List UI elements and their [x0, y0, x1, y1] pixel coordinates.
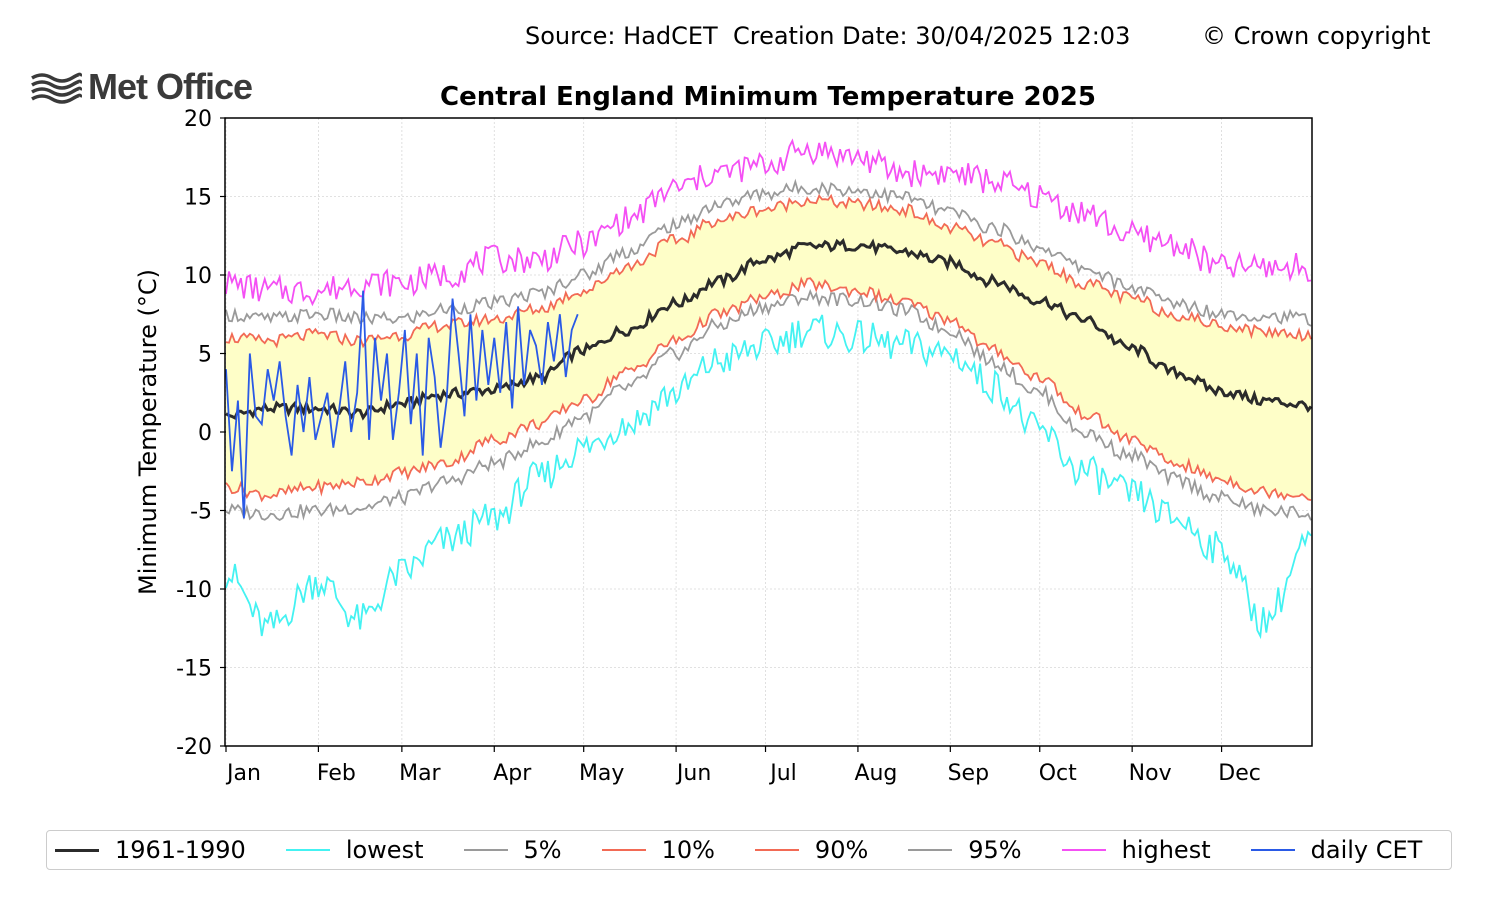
x-tick-label: Feb [317, 761, 356, 786]
percentile-band [226, 195, 1311, 501]
y-tick-label: 5 [198, 343, 212, 368]
y-tick-label: 0 [198, 421, 212, 446]
copyright-caption: © Crown copyright [1202, 22, 1431, 50]
legend-swatch [285, 849, 330, 851]
y-tick-label: 15 [184, 186, 212, 211]
x-axis-ticks: Jan Feb Mar Apr May Jun Jul Aug Sep Oct Nov Dec [225, 746, 1261, 786]
legend-swatch [55, 848, 99, 852]
legend-item-highest: highest [1061, 836, 1251, 864]
legend-label: daily CET [1310, 836, 1423, 864]
y-tick-label: 20 [184, 107, 212, 132]
series-line-p10 [225, 276, 1312, 503]
legend-label: 10% [661, 836, 715, 864]
x-tick-label: Mar [399, 761, 441, 786]
legend-label: 1961-1990 [115, 836, 246, 864]
x-tick-label: Jun [675, 761, 711, 786]
y-tick-label: -20 [176, 735, 212, 760]
x-tick-label: Dec [1218, 761, 1261, 786]
legend-item-90pct: 90% [754, 836, 908, 864]
met-office-waves-icon [31, 72, 82, 104]
x-tick-label: Oct [1039, 761, 1077, 786]
legend-swatch [754, 849, 799, 851]
y-tick-label: -15 [176, 657, 212, 682]
legend-swatch [601, 849, 646, 851]
x-tick-label: Jan [225, 761, 261, 786]
legend-label: 95% [968, 836, 1022, 864]
series-lines [225, 138, 1313, 640]
band-10-90 [226, 195, 1311, 501]
legend-item-lowest: lowest [285, 836, 464, 864]
logo-text: Met Office [88, 66, 253, 107]
y-tick-label: 10 [184, 264, 212, 289]
series-line-p95 [225, 178, 1312, 327]
chart-title: Central England Minimum Temperature 2025 [440, 82, 1096, 112]
y-tick-label: -10 [176, 578, 212, 603]
y-tick-label: -5 [190, 500, 212, 525]
legend-item-normal: 1961-1990 [55, 836, 286, 864]
legend-swatch [1061, 849, 1106, 851]
series-line-normal [225, 238, 1313, 421]
legend-item-daily: daily CET [1250, 836, 1463, 864]
x-tick-label: Jul [768, 761, 797, 786]
series-line-daily [225, 290, 579, 519]
legend-item-5pct: 5% [463, 836, 602, 864]
y-axis-ticks: -20 -15 -10 -5 0 5 10 15 20 [176, 107, 226, 760]
x-tick-label: Sep [948, 761, 989, 786]
legend-label: 5% [523, 836, 562, 864]
met-office-logo: Met Office [30, 66, 280, 110]
legend-label: highest [1121, 836, 1211, 864]
series-line-highest [225, 138, 1312, 307]
legend-swatch [1250, 849, 1295, 851]
series-line-lowest [225, 314, 1312, 640]
x-tick-label: May [579, 761, 624, 786]
legend-item-10pct: 10% [601, 836, 755, 864]
legend-item-95pct: 95% [908, 836, 1061, 864]
series-line-p5 [225, 288, 1312, 521]
y-axis-label: Minimum Temperature (°C) [134, 269, 162, 595]
x-tick-label: Aug [854, 761, 897, 786]
series-line-p90 [225, 193, 1312, 349]
legend-label: 90% [814, 836, 869, 864]
temperature-chart: Central England Minimum Temperature 2025… [134, 82, 1313, 786]
legend-label: lowest [345, 836, 424, 864]
legend-swatch [908, 849, 953, 851]
x-tick-label: Nov [1129, 761, 1172, 786]
x-tick-label: Apr [493, 761, 532, 786]
legend: 1961-1990 lowest 5% 10% 90% 95% highest … [46, 830, 1452, 870]
legend-swatch [463, 849, 508, 851]
source-caption: Source: HadCET Creation Date: 30/04/2025… [525, 22, 1131, 50]
